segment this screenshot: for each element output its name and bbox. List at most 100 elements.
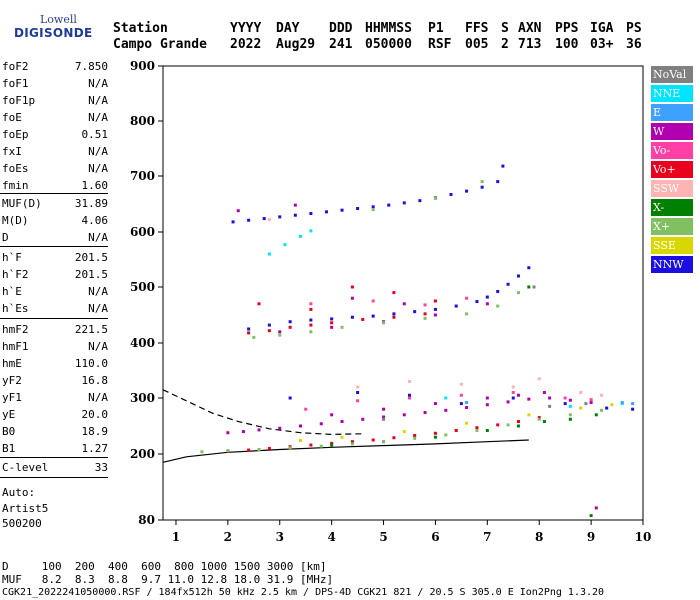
param-key: foF2 — [2, 60, 29, 73]
echo-point-nnw — [330, 317, 334, 321]
param-value: 201.5 — [74, 268, 108, 281]
header-value-ffs: 005 — [465, 37, 489, 52]
echo-points — [200, 164, 635, 518]
echo-point-x-minus — [527, 285, 531, 289]
echo-point-nnw — [350, 315, 354, 319]
param-key: B1 — [2, 442, 16, 455]
x-tick-label: 7 — [483, 530, 491, 544]
param-value: N/A — [88, 162, 108, 175]
logo-line1: Lowell — [40, 13, 77, 26]
echo-point-nnw — [392, 312, 396, 316]
param-row: MUF(D) 31.89 — [2, 197, 108, 213]
separator — [0, 246, 108, 247]
echo-point-sse — [402, 430, 406, 434]
header-value-p1: RSF — [428, 37, 452, 52]
param-key: h`F2 — [2, 268, 29, 281]
param-value: N/A — [88, 111, 108, 124]
echo-point-w — [506, 400, 510, 404]
echo-point-vo-minusplus — [267, 446, 271, 450]
profile-curves — [162, 389, 529, 463]
footer-muf-line: MUF 8.2 8.3 8.8 9.7 11.0 12.8 18.0 31.9 … — [2, 573, 334, 586]
echo-point-ssw — [407, 380, 411, 383]
legend-item-noval: NoVal — [651, 66, 693, 83]
y-tick-label: 80 — [138, 513, 155, 527]
param-value: 1.60 — [81, 179, 109, 192]
echo-point-noval — [532, 285, 536, 289]
echo-point-x-minus — [542, 420, 546, 424]
echo-point-nnw — [407, 393, 411, 397]
echo-point-vo-minusplus — [350, 440, 354, 444]
echo-point-x-minusplus — [382, 440, 386, 444]
header-label-day: DAY — [276, 21, 300, 36]
param-value: 201.5 — [74, 251, 108, 264]
param-row: D N/A — [2, 231, 108, 247]
param-key: fmin — [2, 179, 29, 192]
echo-point-x-minusplus — [599, 408, 603, 412]
echo-point-nnw — [324, 210, 328, 214]
x-tick-label: 9 — [587, 530, 595, 544]
echo-point-vo-minus — [356, 399, 360, 403]
echo-point-nnw — [433, 307, 437, 311]
y-tick-label: 400 — [130, 336, 155, 350]
echo-point-nnw — [247, 327, 251, 331]
param-row: yF1 N/A — [2, 391, 108, 407]
echo-point-w — [402, 413, 406, 417]
param-value: 16.8 — [81, 374, 109, 387]
echo-point-nnw — [247, 218, 251, 222]
param-key: foEs — [2, 162, 29, 175]
param-value: N/A — [88, 94, 108, 107]
x-tick-label: 2 — [224, 530, 232, 544]
echo-point-vo-minusplus — [350, 285, 354, 289]
echo-point-x-minusplus — [350, 442, 354, 446]
echo-point-nnw — [278, 215, 282, 219]
echo-point-nnw — [293, 213, 297, 217]
echo-point-vo-minusplus — [247, 331, 251, 335]
echo-point-vo-minusplus — [309, 307, 313, 311]
param-row: yE 20.0 — [2, 408, 108, 424]
echo-point-w — [402, 302, 406, 306]
param-key: h`Es — [2, 302, 29, 315]
echo-point-nnw — [371, 205, 375, 209]
echo-point-x-minus — [589, 514, 593, 518]
param-value: N/A — [88, 340, 108, 353]
echo-point-x-minusplus — [465, 312, 469, 316]
echo-point-sse — [299, 439, 303, 443]
header-label-p1: P1 — [428, 21, 444, 36]
echo-point-w — [433, 402, 437, 406]
header-label-yyyy: YYYY — [230, 21, 262, 36]
echo-point-w — [319, 422, 323, 426]
param-value: N/A — [88, 391, 108, 404]
param-value: 110.0 — [74, 357, 108, 370]
echo-point-vo-minus — [371, 299, 375, 303]
echo-point-nnw — [631, 407, 635, 411]
echo-point-ssw — [459, 382, 463, 386]
x-axis: 1 2 3 4 5 6 7 8 9 10 — [172, 520, 651, 544]
param-value: N/A — [88, 302, 108, 315]
header-label-iga: IGA — [590, 21, 614, 36]
auto-label: Auto: — [2, 486, 36, 499]
header-label-station: Station — [113, 21, 168, 36]
echo-point-vo-minus — [563, 396, 567, 400]
echo-point-vo-minusplus — [330, 441, 334, 445]
param-key: fxI — [2, 145, 22, 158]
echo-point-x-minusplus — [413, 436, 417, 440]
echo-point-nne — [568, 404, 572, 408]
echo-point-nnw — [516, 274, 520, 278]
x-tick-label: 4 — [327, 530, 335, 544]
param-key: M(D) — [2, 214, 29, 227]
echo-point-w — [548, 396, 552, 400]
param-row: h`E N/A — [2, 285, 108, 301]
param-value: 33 — [94, 461, 108, 474]
echo-point-vo-minusplus — [361, 317, 365, 321]
echo-point-nnw — [402, 201, 406, 205]
echo-point-nnw — [387, 203, 391, 207]
param-row: foEp 0.51 — [2, 128, 108, 144]
echo-point-vo-minusplus — [257, 302, 261, 306]
separator — [0, 193, 108, 194]
echo-point-w — [542, 391, 546, 394]
echo-point-vo-minusplus — [371, 438, 375, 442]
param-value: 0.51 — [81, 128, 109, 141]
param-row: yF2 16.8 — [2, 374, 108, 390]
param-row: fxI N/A — [2, 145, 108, 161]
param-row: h`F 201.5 — [2, 251, 108, 267]
